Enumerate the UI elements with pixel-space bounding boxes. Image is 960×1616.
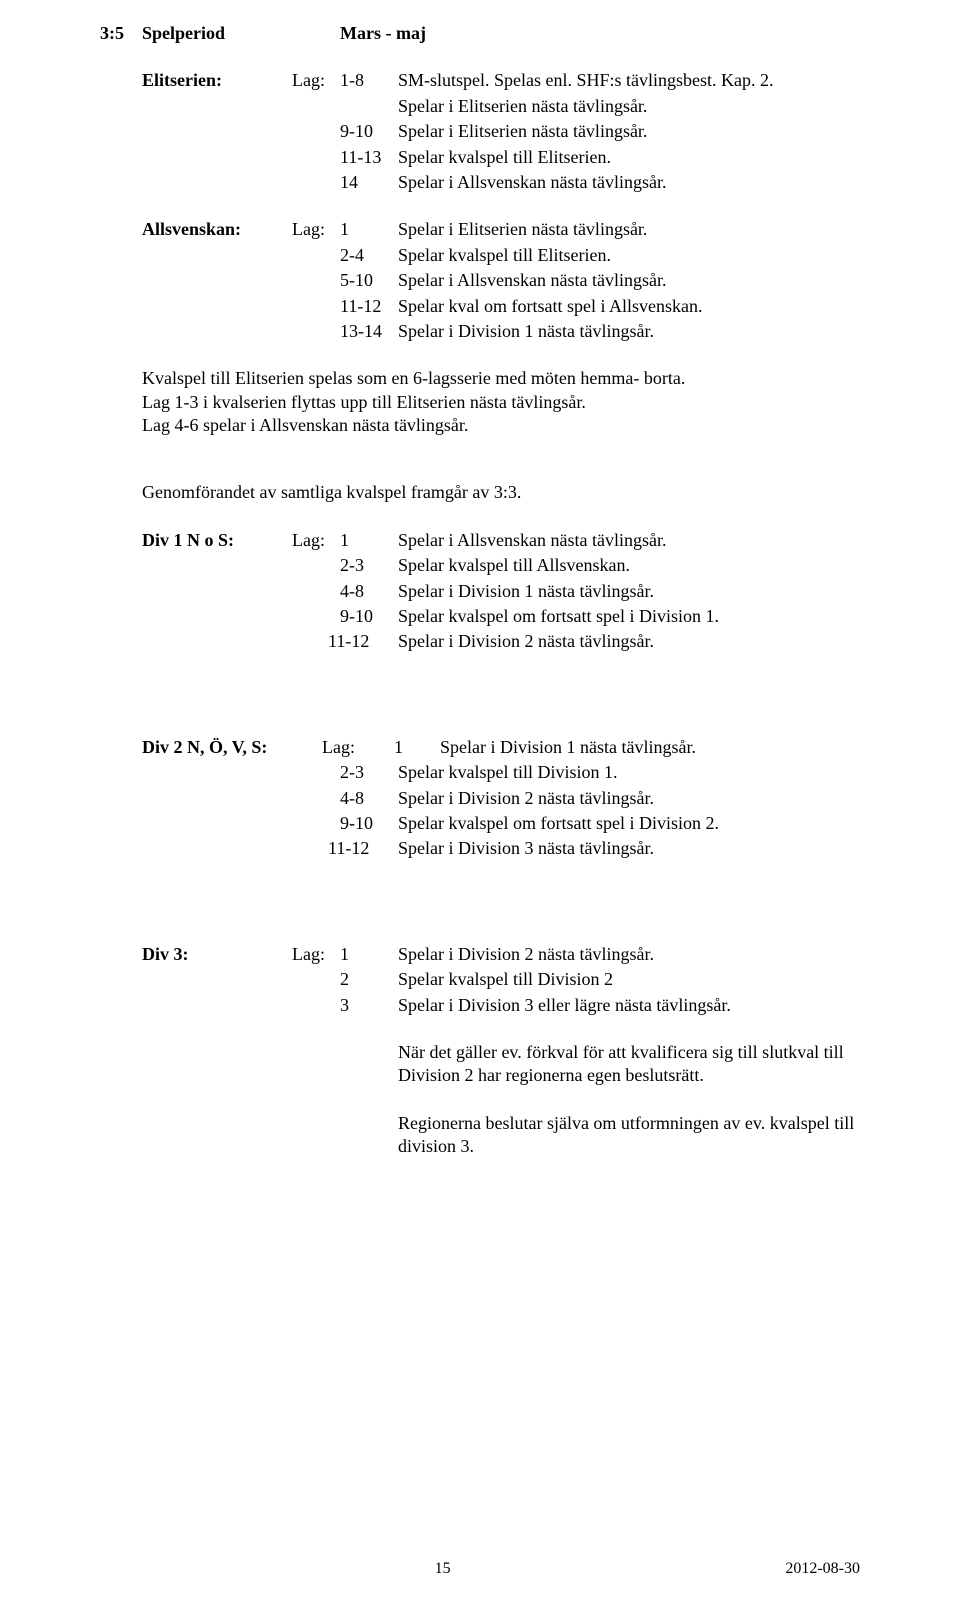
- section-period: [292, 22, 340, 45]
- allsvenskan-num-4: 13-14: [340, 320, 398, 343]
- div1-num-0: 1: [340, 529, 398, 552]
- div1-desc-4: Spelar i Division 2 nästa tävlingsår.: [398, 630, 860, 653]
- div3-row-1: 2 Spelar kvalspel till Division 2: [100, 968, 860, 991]
- div2-desc-0: Spelar i Division 1 nästa tävlingsår.: [440, 736, 860, 759]
- div3-note-0-text: När det gäller ev. förkval för att kvali…: [398, 1041, 860, 1088]
- div1-num-4: 11-12: [328, 630, 398, 653]
- allsvenskan-row-2: 5-10 Spelar i Allsvenskan nästa tävlings…: [100, 269, 860, 292]
- div2-desc-1: Spelar kvalspel till Division 1.: [398, 761, 860, 784]
- div1-row-4: 11-12 Spelar i Division 2 nästa tävlings…: [100, 630, 860, 653]
- kvalspel-paragraph: Kvalspel till Elitserien spelas som en 6…: [142, 367, 860, 437]
- div1-label: Div 1 N o S:: [142, 529, 292, 552]
- div1-desc-0: Spelar i Allsvenskan nästa tävlingsår.: [398, 529, 860, 552]
- elitserien-num-2: 9-10: [340, 120, 398, 143]
- lag-label: Lag:: [322, 736, 382, 759]
- allsvenskan-row-4: 13-14 Spelar i Division 1 nästa tävlings…: [100, 320, 860, 343]
- div3-desc-2: Spelar i Division 3 eller lägre nästa tä…: [398, 994, 860, 1017]
- div3-label: Div 3:: [142, 943, 292, 966]
- div1-num-3: 9-10: [340, 605, 398, 628]
- div2-desc-4: Spelar i Division 3 nästa tävlingsår.: [398, 837, 860, 860]
- div2-num-0: 1: [382, 736, 440, 759]
- div2-row-1: 2-3 Spelar kvalspel till Division 1.: [100, 761, 860, 784]
- div1-row-2: 4-8 Spelar i Division 1 nästa tävlingsår…: [100, 580, 860, 603]
- elitserien-label: Elitserien:: [142, 69, 292, 92]
- allsvenskan-row-0: Allsvenskan: Lag: 1 Spelar i Elitserien …: [100, 218, 860, 241]
- page-footer: 15 2012-08-30: [0, 1559, 960, 1580]
- div1-row-3: 9-10 Spelar kvalspel om fortsatt spel i …: [100, 605, 860, 628]
- allsvenskan-row-3: 11-12 Spelar kval om fortsatt spel i All…: [100, 295, 860, 318]
- div3-desc-0: Spelar i Division 2 nästa tävlingsår.: [398, 943, 860, 966]
- div3-note-1-text: Regionerna beslutar själva om utformning…: [398, 1112, 860, 1159]
- div2-row-0: Div 2 N, Ö, V, S: Lag: 1 Spelar i Divisi…: [100, 736, 860, 759]
- allsvenskan-desc-0: Spelar i Elitserien nästa tävlingsår.: [398, 218, 860, 241]
- genomforandet-text: Genomförandet av samtliga kvalspel framg…: [142, 481, 860, 504]
- div3-note-1: Regionerna beslutar själva om utformning…: [100, 1112, 860, 1159]
- elitserien-row-4: 14 Spelar i Allsvenskan nästa tävlingsår…: [100, 171, 860, 194]
- lag-label: Lag:: [292, 69, 340, 92]
- div2-desc-3: Spelar kvalspel om fortsatt spel i Divis…: [398, 812, 860, 835]
- div2-row-3: 9-10 Spelar kvalspel om fortsatt spel i …: [100, 812, 860, 835]
- div2-desc-2: Spelar i Division 2 nästa tävlingsår.: [398, 787, 860, 810]
- allsvenskan-num-3: 11-12: [340, 295, 398, 318]
- lag-label: Lag:: [292, 529, 340, 552]
- div3-num-0: 1: [340, 943, 398, 966]
- kvalspel-line-0: Kvalspel till Elitserien spelas som en 6…: [142, 367, 860, 390]
- div1-num-1: 2-3: [340, 554, 398, 577]
- allsvenskan-row-1: 2-4 Spelar kvalspel till Elitserien.: [100, 244, 860, 267]
- elitserien-num-1: [340, 95, 398, 118]
- elitserien-desc-2: Spelar i Elitserien nästa tävlingsår.: [398, 120, 860, 143]
- div2-label: Div 2 N, Ö, V, S:: [142, 736, 322, 759]
- elitserien-num-4: 14: [340, 171, 398, 194]
- div2-num-3: 9-10: [340, 812, 398, 835]
- lag-label: Lag:: [292, 943, 340, 966]
- allsvenskan-desc-4: Spelar i Division 1 nästa tävlingsår.: [398, 320, 860, 343]
- div1-desc-2: Spelar i Division 1 nästa tävlingsår.: [398, 580, 860, 603]
- div3-row-0: Div 3: Lag: 1 Spelar i Division 2 nästa …: [100, 943, 860, 966]
- elitserien-desc-1: Spelar i Elitserien nästa tävlingsår.: [398, 95, 860, 118]
- div3-num-1: 2: [340, 968, 398, 991]
- elitserien-row-2: 9-10 Spelar i Elitserien nästa tävlingså…: [100, 120, 860, 143]
- allsvenskan-label: Allsvenskan:: [142, 218, 292, 241]
- section-number: 3:5: [100, 22, 142, 45]
- div2-row-2: 4-8 Spelar i Division 2 nästa tävlingsår…: [100, 787, 860, 810]
- div2-row-4: 11-12 Spelar i Division 3 nästa tävlings…: [100, 837, 860, 860]
- elitserien-desc-4: Spelar i Allsvenskan nästa tävlingsår.: [398, 171, 860, 194]
- elitserien-num-3: 11-13: [340, 146, 398, 169]
- page: 3:5 Spelperiod Mars - maj Elitserien: La…: [0, 0, 960, 1616]
- genomforandet: Genomförandet av samtliga kvalspel framg…: [100, 481, 860, 504]
- kvalspel-line-1: Lag 1-3 i kvalserien flyttas upp till El…: [142, 391, 860, 414]
- allsvenskan-desc-2: Spelar i Allsvenskan nästa tävlingsår.: [398, 269, 860, 292]
- div3-note-0: När det gäller ev. förkval för att kvali…: [100, 1041, 860, 1088]
- div1-desc-3: Spelar kvalspel om fortsatt spel i Divis…: [398, 605, 860, 628]
- elitserien-row-1: Spelar i Elitserien nästa tävlingsår.: [100, 95, 860, 118]
- section-title: Spelperiod: [142, 22, 292, 45]
- kvalspel-line-2: Lag 4-6 spelar i Allsvenskan nästa tävli…: [142, 414, 860, 437]
- elitserien-row-0: Elitserien: Lag: 1-8 SM-slutspel. Spelas…: [100, 69, 860, 92]
- allsvenskan-desc-1: Spelar kvalspel till Elitserien.: [398, 244, 860, 267]
- page-number: 15: [435, 1559, 451, 1580]
- elitserien-desc-3: Spelar kvalspel till Elitserien.: [398, 146, 860, 169]
- div3-row-2: 3 Spelar i Division 3 eller lägre nästa …: [100, 994, 860, 1017]
- div3-num-2: 3: [340, 994, 398, 1017]
- elitserien-num-0: 1-8: [340, 69, 398, 92]
- footer-date: 2012-08-30: [785, 1559, 860, 1580]
- div1-desc-1: Spelar kvalspel till Allsvenskan.: [398, 554, 860, 577]
- allsvenskan-num-1: 2-4: [340, 244, 398, 267]
- section-period-text: Mars - maj: [340, 22, 426, 45]
- allsvenskan-num-2: 5-10: [340, 269, 398, 292]
- div1-row-0: Div 1 N o S: Lag: 1 Spelar i Allsvenskan…: [100, 529, 860, 552]
- elitserien-desc-0: SM-slutspel. Spelas enl. SHF:s tävlingsb…: [398, 69, 860, 92]
- allsvenskan-num-0: 1: [340, 218, 398, 241]
- div3-desc-1: Spelar kvalspel till Division 2: [398, 968, 860, 991]
- div1-row-1: 2-3 Spelar kvalspel till Allsvenskan.: [100, 554, 860, 577]
- div1-num-2: 4-8: [340, 580, 398, 603]
- div2-num-2: 4-8: [340, 787, 398, 810]
- div2-num-1: 2-3: [340, 761, 398, 784]
- section-header: 3:5 Spelperiod Mars - maj: [100, 22, 860, 45]
- elitserien-row-3: 11-13 Spelar kvalspel till Elitserien.: [100, 146, 860, 169]
- lag-label: Lag:: [292, 218, 340, 241]
- div2-num-4: 11-12: [328, 837, 398, 860]
- allsvenskan-desc-3: Spelar kval om fortsatt spel i Allsvensk…: [398, 295, 860, 318]
